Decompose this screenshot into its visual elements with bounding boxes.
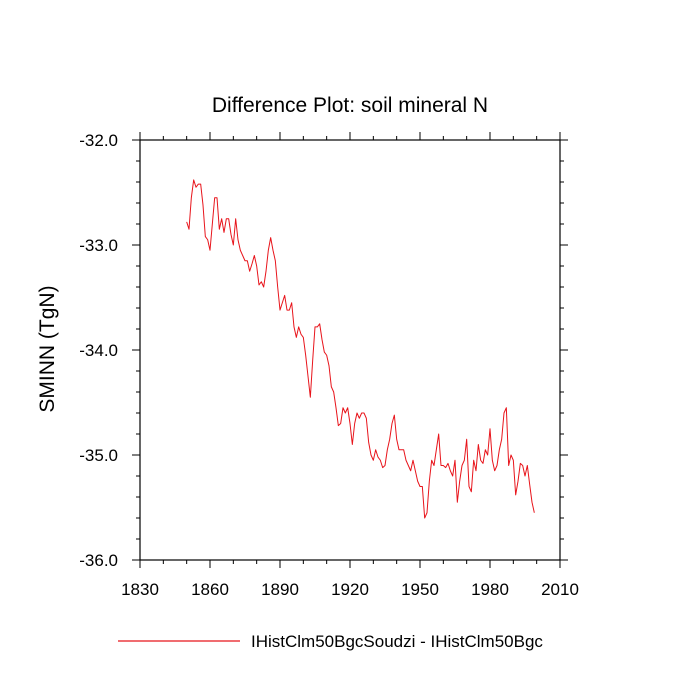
legend: IHistClm50BgcSoudzi - IHistClm50Bgc xyxy=(118,632,543,651)
series-line xyxy=(186,179,535,519)
x-tick-label: 1950 xyxy=(401,580,439,599)
y-tick-label: -35.0 xyxy=(79,446,118,465)
y-axis-label: SMINN (TgN) xyxy=(36,285,59,412)
x-tick-label: 1980 xyxy=(471,580,509,599)
plot-area: 1830 1860 1890 1920 1950 1980 2010 -32.0 -33.0 -3… xyxy=(79,131,579,599)
x-tick-label: 2010 xyxy=(541,580,579,599)
x-tick-label: 1860 xyxy=(191,580,229,599)
y-tick-label: -34.0 xyxy=(79,341,118,360)
chart-title: Difference Plot: soil mineral N xyxy=(212,94,488,117)
y-tick-label: -36.0 xyxy=(79,551,118,570)
y-tick-label: -32.0 xyxy=(79,131,118,150)
x-tick-label: 1830 xyxy=(121,580,159,599)
x-tick-label: 1890 xyxy=(261,580,299,599)
legend-label: IHistClm50BgcSoudzi - IHistClm50Bgc xyxy=(251,632,543,651)
x-tick-label: 1920 xyxy=(331,580,369,599)
y-tick-label: -33.0 xyxy=(79,236,118,255)
